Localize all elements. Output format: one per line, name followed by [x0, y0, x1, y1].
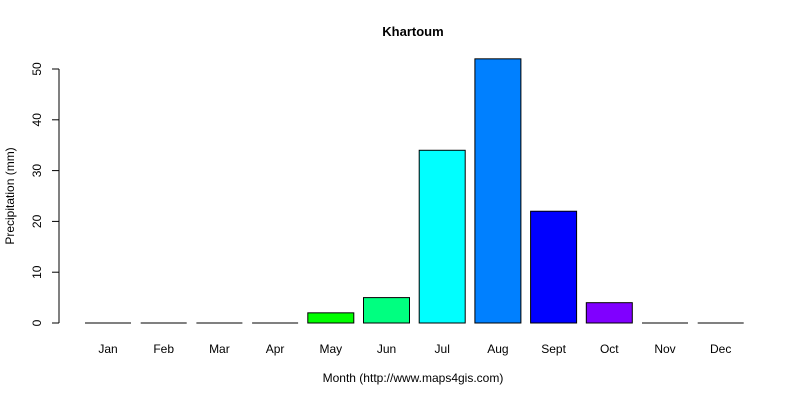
- x-tick-label: May: [319, 342, 342, 356]
- x-tick-label: Aug: [487, 342, 508, 356]
- y-tick-label: 30: [30, 164, 44, 178]
- y-tick-label: 10: [30, 265, 44, 279]
- y-tick-label: 20: [30, 214, 44, 228]
- y-axis: 0 10 20 30 40 50: [30, 62, 60, 326]
- x-tick-label: Apr: [266, 342, 285, 356]
- bar-jul: [418, 149, 466, 324]
- x-tick-label: Oct: [600, 342, 619, 356]
- x-tick-label: Nov: [654, 342, 675, 356]
- bar-oct: [585, 302, 633, 324]
- bar-jun: [363, 297, 410, 324]
- x-tick-label: Jun: [377, 342, 396, 356]
- bar-sept: [530, 210, 578, 324]
- x-tick-label: Feb: [153, 342, 174, 356]
- y-tick-label: 40: [30, 113, 44, 127]
- x-tick-labels: Jan Feb Mar Apr May Jun Jul Aug Sept Oct Nov Dec: [98, 342, 731, 356]
- x-tick-label: Sept: [541, 342, 566, 356]
- x-tick-label: Jul: [435, 342, 450, 356]
- y-axis-label: Precipitation (mm): [3, 147, 17, 244]
- x-tick-label: Jan: [98, 342, 117, 356]
- x-tick-label: Mar: [209, 342, 230, 356]
- bars: [85, 58, 744, 324]
- x-axis-label: Month (http://www.maps4gis.com): [323, 371, 504, 385]
- chart-title: Khartoum: [382, 24, 443, 39]
- y-tick-label: 50: [30, 62, 44, 76]
- x-tick-label: Dec: [710, 342, 731, 356]
- bar-may: [307, 312, 355, 324]
- bar-aug: [474, 58, 522, 324]
- y-tick-label: 0: [30, 319, 44, 326]
